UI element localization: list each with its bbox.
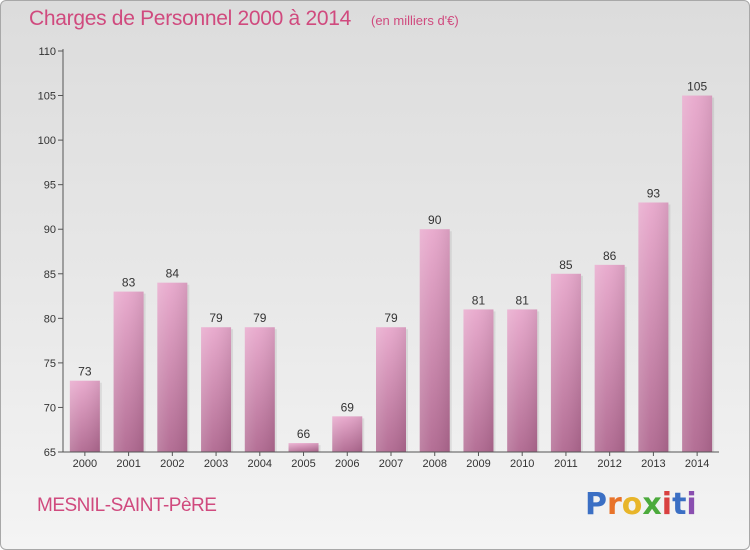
data-label: 73: [78, 365, 92, 379]
logo-letter: P: [585, 487, 607, 522]
bar-highlight: [638, 202, 669, 452]
x-tick-label: 2009: [466, 458, 490, 470]
data-label: 105: [687, 80, 707, 94]
x-tick-label: 2010: [510, 458, 534, 470]
data-label: 90: [428, 213, 442, 227]
bar-highlight: [376, 327, 406, 452]
y-tick-label: 75: [44, 358, 56, 370]
logo-letter: x: [642, 487, 662, 522]
x-tick-label: 2011: [554, 458, 578, 470]
x-tick-label: 2001: [116, 458, 140, 470]
bar-highlight: [332, 416, 363, 452]
logo-letter: t: [672, 487, 687, 522]
logo-letter: o: [621, 487, 643, 522]
data-label: 81: [516, 293, 530, 307]
commune-name: MESNIL-SAINT-PèRE: [37, 495, 217, 516]
y-tick-label: 70: [44, 402, 56, 414]
chart-title: Charges de Personnel 2000 à 2014: [29, 7, 351, 30]
data-label: 79: [384, 311, 398, 325]
data-label: 86: [603, 249, 617, 263]
x-tick-label: 2012: [597, 458, 621, 470]
y-tick-label: 65: [44, 447, 56, 459]
data-label: 85: [559, 258, 573, 272]
bar-highlight: [69, 380, 100, 452]
y-tick-label: 110: [38, 46, 56, 58]
proxiti-logo: Proxiti: [585, 487, 697, 522]
data-label: 79: [253, 311, 267, 325]
y-tick-label: 105: [38, 91, 56, 103]
logo-letter: i: [661, 487, 673, 522]
bar-highlight: [550, 273, 581, 452]
bar-highlight: [682, 95, 713, 453]
data-label: 79: [209, 311, 223, 325]
x-tick-label: 2004: [248, 458, 272, 470]
bar-highlight: [113, 291, 144, 452]
y-tick-label: 90: [44, 224, 56, 236]
x-tick-label: 2002: [160, 458, 184, 470]
data-label: 66: [297, 427, 311, 441]
bar-highlight: [244, 327, 275, 452]
bar-highlight: [507, 309, 538, 452]
logo-letter: i: [686, 487, 697, 522]
y-tick-label: 85: [44, 269, 56, 281]
x-tick-label: 2006: [335, 458, 359, 470]
x-tick-label: 2013: [641, 458, 665, 470]
y-tick-label: 95: [44, 180, 56, 192]
y-tick-label: 80: [44, 313, 56, 325]
x-tick-label: 2000: [73, 458, 97, 470]
data-label: 69: [341, 400, 355, 414]
bar-highlight: [288, 443, 319, 452]
data-label: 84: [166, 267, 180, 281]
x-tick-label: 2005: [291, 458, 315, 470]
bar-highlight: [463, 309, 494, 452]
data-label: 83: [122, 276, 136, 290]
x-tick-label: 2007: [379, 458, 403, 470]
x-tick-label: 2008: [422, 458, 446, 470]
x-tick-label: 2003: [204, 458, 228, 470]
data-label: 81: [472, 293, 486, 307]
bar-highlight: [594, 264, 625, 452]
bar-highlight: [157, 282, 188, 452]
bar-highlight: [201, 327, 232, 452]
bar-highlight: [419, 229, 450, 452]
data-label: 93: [647, 186, 661, 200]
y-tick-label: 100: [38, 135, 56, 147]
chart-subtitle: (en milliers d'€): [371, 13, 459, 28]
x-tick-label: 2014: [685, 458, 709, 470]
logo-letter: r: [607, 487, 622, 522]
